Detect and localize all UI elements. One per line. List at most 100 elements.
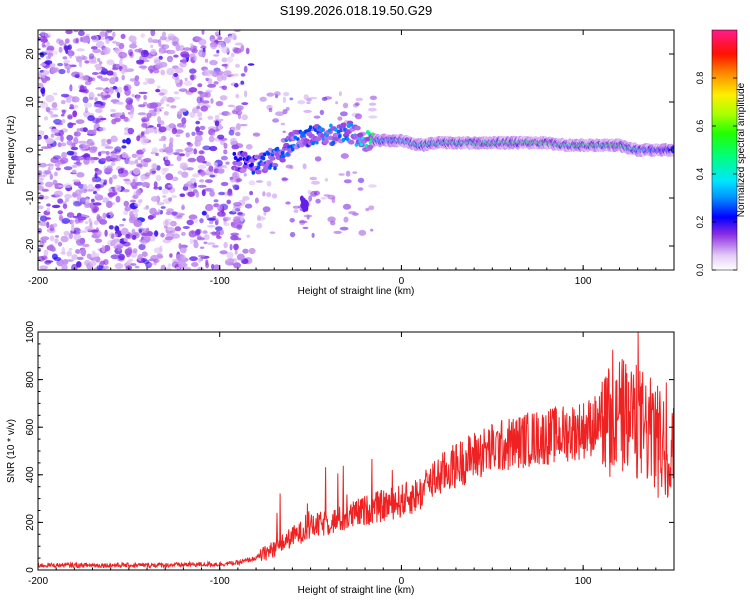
noise-blob: [41, 74, 46, 79]
noise-blob: [38, 130, 45, 136]
noise-blob: [309, 176, 318, 181]
noise-blob: [140, 49, 149, 58]
noise-blob: [76, 172, 85, 178]
colorbar-ticks: 0.0 0.2 0.4 0.6 0.8: [695, 72, 737, 276]
noise-blob: [134, 75, 140, 81]
noise-blob: [60, 100, 66, 105]
noise-blob: [319, 109, 325, 116]
noise-blob: [141, 148, 146, 153]
noise-blob: [140, 131, 145, 137]
noise-blob: [197, 164, 207, 170]
spectrogram-x-label: Height of straight line (km): [298, 286, 415, 297]
noise-blob: [136, 135, 141, 142]
noise-blob: [94, 238, 103, 243]
noise-blob: [132, 178, 136, 185]
noise-blob: [167, 226, 174, 231]
spectrogram-x-tick-label: -200: [28, 276, 48, 287]
noise-blob: [202, 230, 208, 234]
noise-blob: [110, 157, 118, 161]
noise-blob: [46, 203, 51, 207]
noise-blob: [233, 218, 242, 225]
noise-blob: [94, 97, 98, 102]
noise-blob: [106, 30, 113, 33]
noise-blob: [235, 105, 244, 111]
noise-blob: [78, 60, 83, 68]
noise-blob: [132, 194, 139, 199]
trace-cell: [251, 170, 256, 175]
noise-blob: [39, 194, 44, 200]
noise-blob: [57, 198, 64, 204]
noise-blob: [41, 76, 48, 84]
noise-blob: [80, 197, 86, 205]
noise-blob: [199, 125, 206, 130]
noise-blob: [57, 142, 62, 148]
noise-blob: [303, 109, 312, 113]
noise-blob: [342, 102, 349, 109]
noise-blob: [108, 225, 114, 230]
noise-blob: [176, 123, 185, 128]
noise-blob: [101, 245, 106, 253]
noise-blob: [115, 41, 121, 47]
noise-blob: [227, 192, 233, 197]
noise-blob: [280, 122, 286, 126]
noise-blob: [69, 84, 73, 92]
noise-blob: [140, 175, 146, 182]
noise-blob: [240, 44, 245, 52]
noise-blob: [65, 30, 73, 35]
noise-blob: [76, 238, 85, 246]
noise-blob: [186, 167, 194, 171]
noise-blob: [60, 135, 64, 142]
noise-blob: [136, 163, 143, 168]
noise-blob: [104, 229, 108, 237]
noise-blob: [104, 167, 114, 173]
trace-cell: [296, 137, 300, 142]
noise-blob: [153, 126, 157, 130]
noise-blob: [46, 207, 50, 213]
noise-blob: [76, 156, 85, 161]
trace-cell: [280, 151, 285, 155]
noise-blob: [99, 117, 107, 121]
noise-blob: [234, 83, 239, 88]
noise-blob: [120, 33, 126, 40]
trace-cell: [349, 122, 354, 127]
noise-blob: [368, 184, 377, 188]
noise-blob: [76, 261, 82, 268]
noise-blob: [143, 206, 150, 210]
noise-blob: [38, 185, 44, 191]
noise-blob: [73, 201, 82, 207]
noise-blob: [219, 118, 224, 122]
snr-y-tick-label: 400: [25, 466, 36, 483]
noise-blob: [354, 102, 360, 106]
trace-cell: [250, 162, 254, 167]
noise-blob: [308, 195, 313, 202]
noise-blob: [370, 228, 374, 232]
noise-blob: [170, 105, 177, 109]
spectrogram-x-tick-label: 0: [399, 276, 405, 287]
noise-blob: [330, 220, 336, 226]
noise-blob: [314, 156, 322, 162]
noise-blob: [79, 143, 87, 151]
snr-x-axis: -200 -100 0 100: [28, 332, 675, 587]
noise-blob: [106, 138, 112, 145]
noise-blob: [365, 207, 370, 212]
noise-blob: [43, 249, 49, 257]
noise-blob: [100, 37, 105, 40]
noise-blob: [308, 96, 318, 100]
trace-cell: [256, 165, 261, 170]
noise-blob: [100, 143, 110, 147]
noise-blob: [77, 140, 87, 144]
noise-blob: [204, 91, 211, 98]
noise-blob: [220, 155, 228, 161]
noise-blob: [157, 38, 162, 46]
noise-blob: [134, 212, 138, 218]
trace-cell: [271, 162, 279, 168]
noise-blob: [175, 149, 184, 153]
noise-blob: [112, 31, 116, 38]
noise-blob: [141, 116, 150, 123]
noise-blob: [198, 258, 202, 263]
noise-blob: [73, 30, 79, 33]
noise-blob: [96, 265, 104, 270]
noise-blob: [352, 171, 358, 174]
noise-blob: [102, 47, 111, 55]
noise-blob: [96, 230, 102, 238]
